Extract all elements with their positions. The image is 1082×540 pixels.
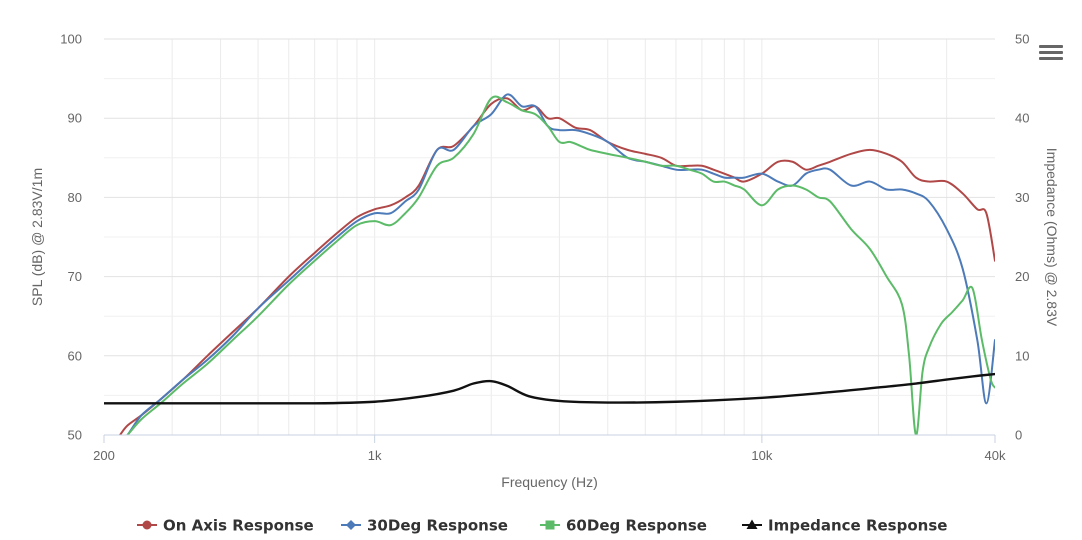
series-layer: [104, 93, 995, 443]
y-tick-label: 60: [68, 348, 82, 363]
y2-tick-label: 0: [1015, 428, 1022, 443]
legend-marker-triangle-icon: [746, 519, 758, 529]
legend-label: On Axis Response: [163, 517, 314, 535]
y-axis-title: SPL (dB) @ 2.83V/1m: [29, 168, 45, 306]
legend-label: 60Deg Response: [566, 517, 707, 535]
x-axis-title: Frequency (Hz): [501, 474, 597, 490]
legend-item[interactable]: On Axis Response: [137, 517, 314, 535]
y-tick-label: 100: [60, 32, 82, 47]
axis-layer: 200 1k 10k 40k 50 60 70 80 90 100 0 10 20 30 40 50: [60, 32, 1029, 464]
legend-item[interactable]: 60Deg Response: [540, 517, 707, 535]
grid-layer: [104, 38, 995, 436]
hamburger-menu-line: [1039, 51, 1063, 54]
y-tick-label: 70: [68, 269, 82, 284]
legend-item[interactable]: 30Deg Response: [341, 517, 508, 535]
y2-tick-label: 50: [1015, 32, 1029, 47]
series-line-impedance-response[interactable]: [104, 372, 995, 405]
x-tick-label: 40k: [985, 448, 1006, 463]
y2-tick-label: 40: [1015, 111, 1029, 126]
y-tick-label: 80: [68, 190, 82, 205]
series-line-60deg-response[interactable]: [120, 95, 995, 443]
y-tick-label: 90: [68, 111, 82, 126]
y2-tick-label: 20: [1015, 269, 1029, 284]
y2-axis-title: Impedance (Ohms) @ 2.83V: [1044, 148, 1060, 327]
x-tick-label: 1k: [368, 448, 382, 463]
series-line-on-axis-response[interactable]: [119, 97, 995, 435]
y-tick-label: 50: [68, 428, 82, 443]
series-line-30deg-response[interactable]: [120, 93, 995, 443]
hamburger-menu-icon: [1039, 45, 1063, 48]
legend: On Axis Response 30Deg Response 60Deg Resp…: [137, 517, 947, 535]
legend-label: 30Deg Response: [367, 517, 508, 535]
legend-marker-square-icon: [545, 520, 555, 530]
y2-tick-label: 10: [1015, 348, 1029, 363]
x-tick-label: 200: [93, 448, 115, 463]
legend-marker-diamond-icon: [346, 520, 356, 530]
legend-label: Impedance Response: [768, 517, 947, 535]
x-tick-label: 10k: [751, 448, 772, 463]
hamburger-menu-line: [1039, 57, 1063, 60]
legend-item[interactable]: Impedance Response: [742, 517, 947, 535]
chart-menu-button[interactable]: [1036, 42, 1066, 68]
legend-marker-circle-icon: [142, 520, 152, 530]
y2-tick-label: 30: [1015, 190, 1029, 205]
